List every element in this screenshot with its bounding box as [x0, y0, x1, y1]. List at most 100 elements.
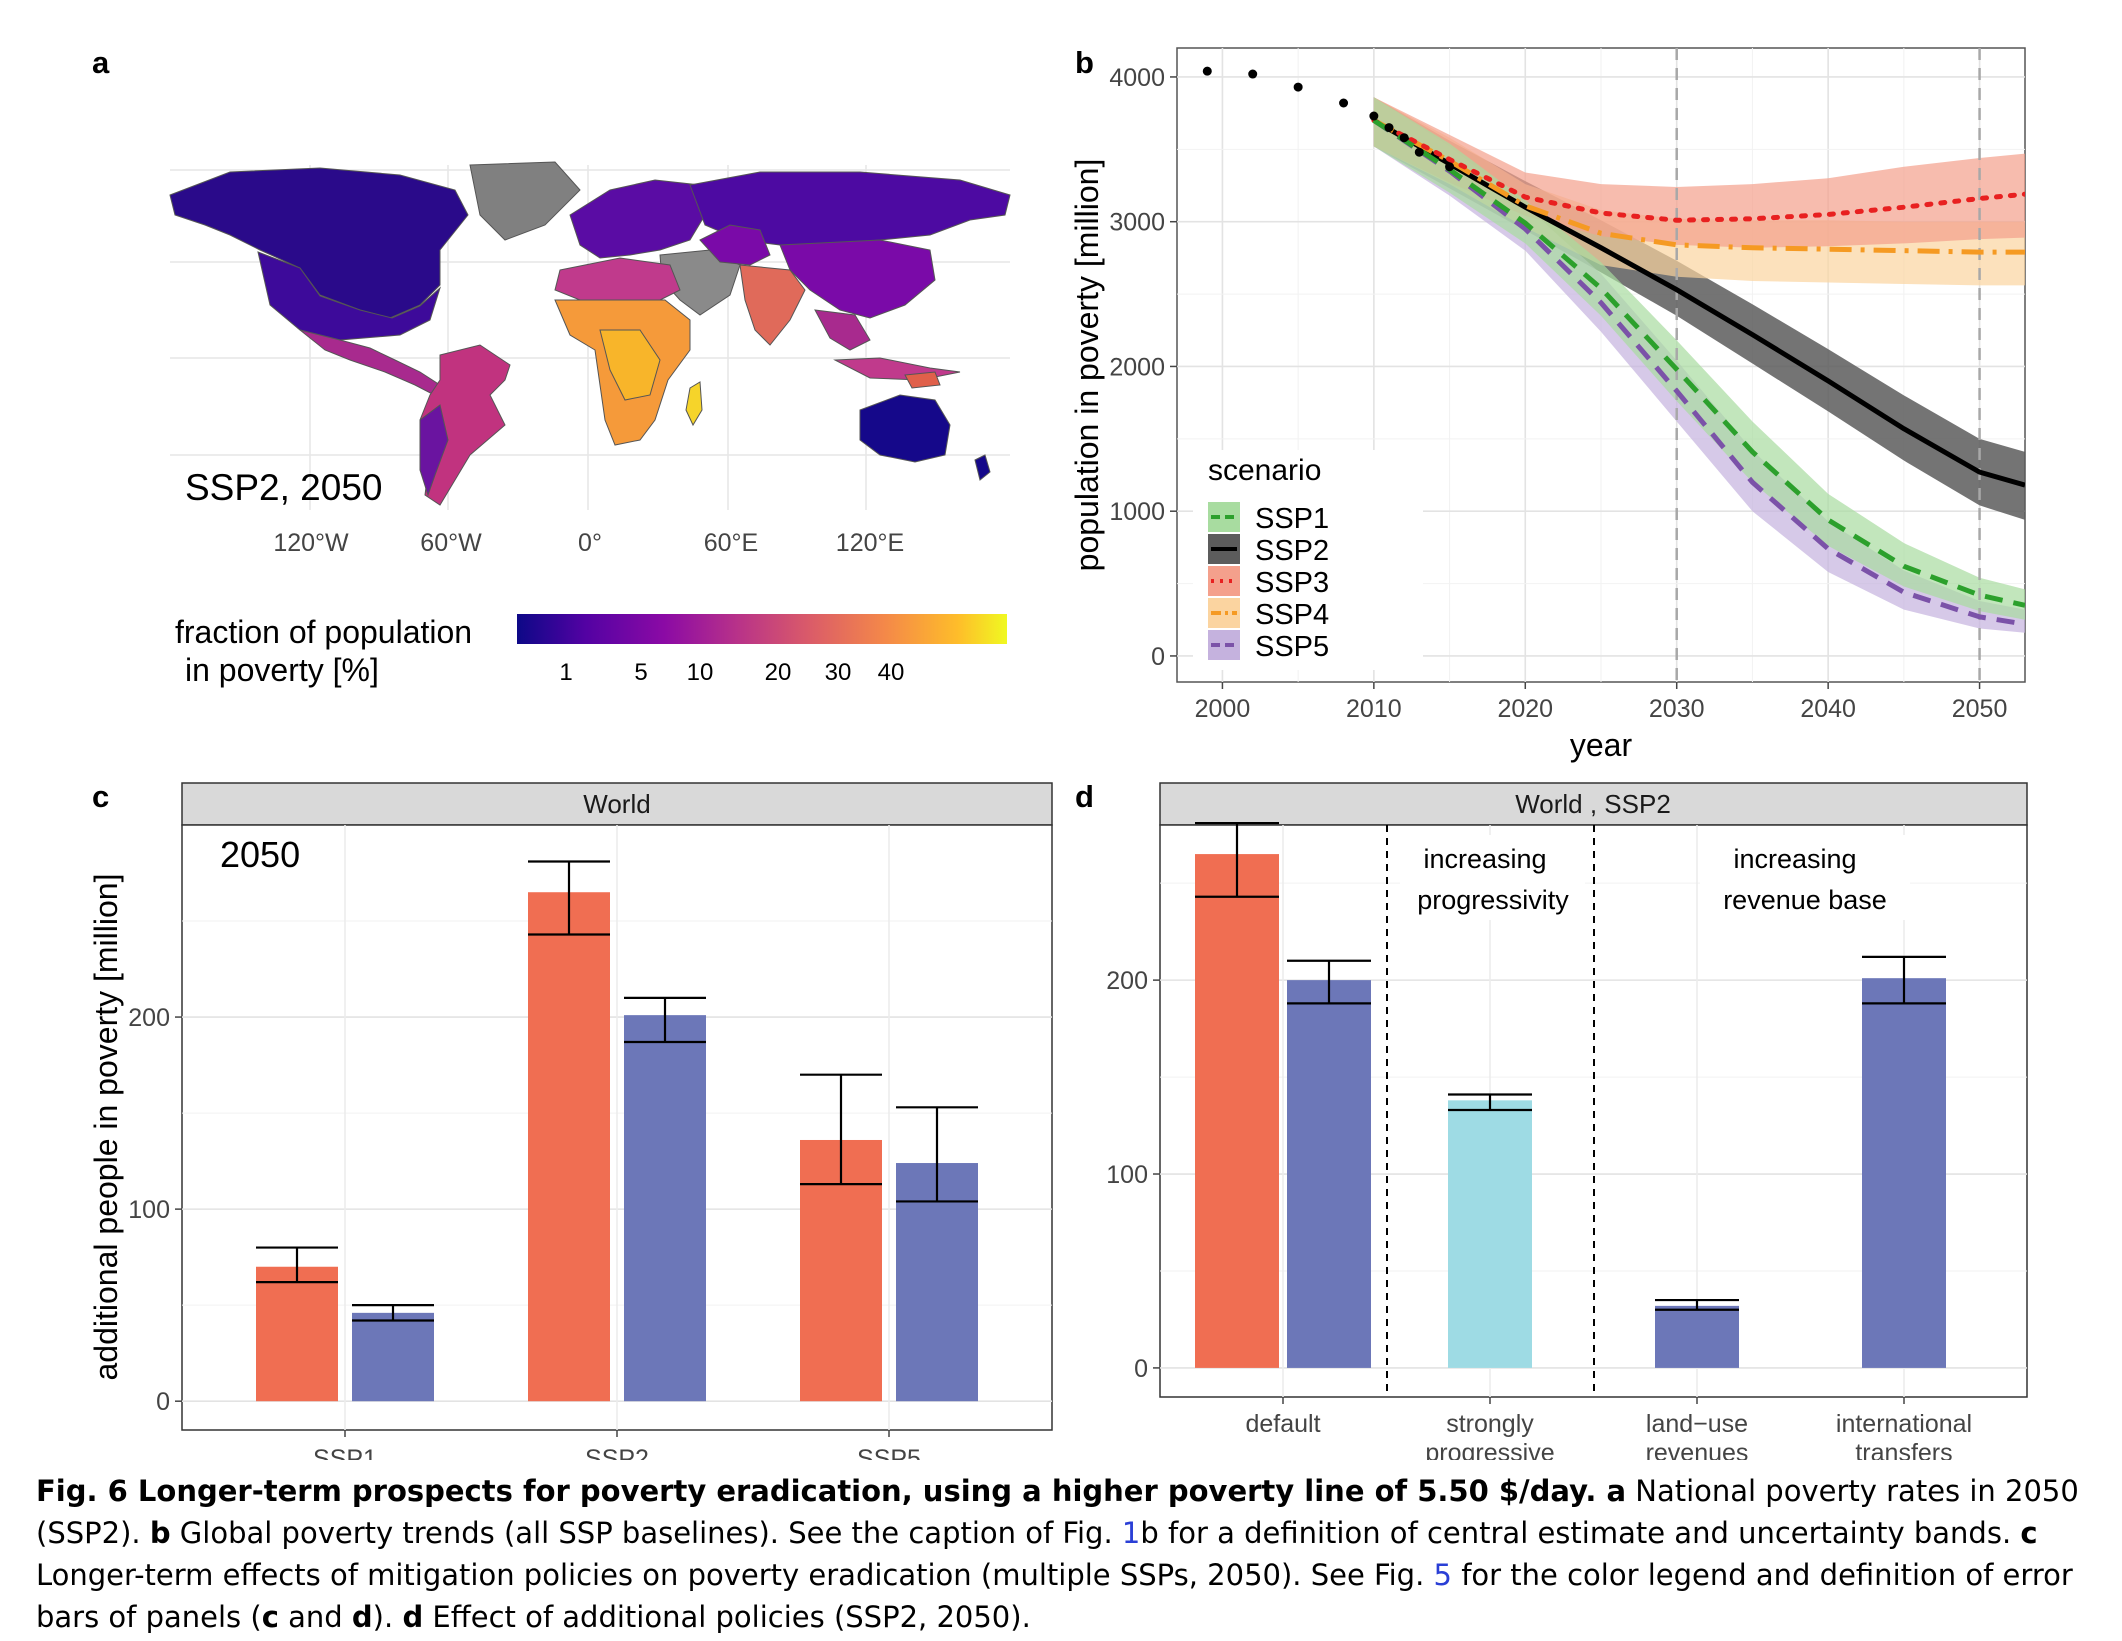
y-tick-label: 3000: [1109, 209, 1165, 237]
bar: [528, 892, 610, 1402]
lon-tick: 60°E: [704, 529, 758, 557]
x-tick-label: international: [1836, 1410, 1972, 1438]
colorbar-title-line2: in poverty [%]: [185, 652, 379, 688]
figure-canvas: a: [88, 45, 2028, 1460]
series-line-ssp1: [1372, 118, 2025, 608]
panel-d: d World , SSP2 increasing progressivity …: [1075, 779, 2028, 1460]
error-bar: [1862, 955, 1946, 1005]
caption-text: for the color legend and definition of e…: [36, 1558, 2073, 1634]
x-tick-label: 2040: [1800, 695, 1856, 723]
australia-shape: [859, 394, 951, 463]
panel-b: b 2000 2010 2020 2030 2040 2050 0 1000 2000 3000…: [1069, 45, 2026, 763]
y-axis-label-c: additional people in poverty [million]: [88, 874, 124, 1381]
y-tick-label: 2000: [1109, 353, 1165, 381]
colorbar-tick: 20: [765, 659, 792, 686]
y-tick-label: 200: [1106, 967, 1148, 995]
north-america-shape: [169, 167, 469, 319]
madagascar-shape: [685, 381, 703, 427]
colorbar-tick: 10: [687, 659, 714, 686]
europe-shape: [569, 179, 706, 259]
bar: [256, 1266, 338, 1402]
lon-tick: 0°: [578, 529, 602, 557]
y-tick-label: 0: [156, 1388, 170, 1416]
figure-caption: Fig. 6 Longer-term prospects for poverty…: [36, 1470, 2086, 1638]
north-africa-shape: [554, 257, 681, 301]
historical-point: [1248, 69, 1258, 79]
caption-letter: d: [402, 1600, 424, 1634]
indonesia-shape: [833, 357, 961, 381]
x-tick-label: transfers: [1855, 1439, 1952, 1460]
map-label: SSP2, 2050: [185, 467, 382, 508]
error-bar: [624, 996, 706, 1044]
error-bar: [256, 1246, 338, 1284]
caption-text: ).: [372, 1600, 403, 1634]
lon-tick: 120°E: [836, 529, 904, 557]
series-line-ssp2: [1372, 118, 2025, 488]
png-shape: [904, 371, 941, 389]
bar: [1287, 980, 1371, 1368]
caption-letter: c: [261, 1600, 279, 1634]
x-tick-label: SSP1: [313, 1445, 377, 1460]
section-label: revenue base: [1723, 885, 1887, 915]
section-label-bg: [1400, 835, 1585, 920]
y-tick-label: 200: [128, 1004, 170, 1032]
historical-point: [1369, 111, 1379, 121]
y-tick-labels-c: 0 100 200: [128, 1004, 182, 1416]
lon-tick: 120°W: [273, 529, 349, 557]
historical-point: [1445, 162, 1455, 172]
scenario-lines: [1371, 117, 2025, 627]
world-map: [169, 161, 1011, 510]
colorbar-title-line1: fraction of population: [175, 614, 472, 650]
new-zealand-shape: [974, 454, 991, 481]
panel-a: a: [92, 45, 1011, 688]
legend-label: SSP4: [1255, 599, 1329, 631]
south-america-shape: [419, 344, 511, 506]
panel-letter-d: d: [1075, 779, 1094, 814]
east-asia-shape: [779, 239, 936, 319]
facet-title-c: World: [583, 789, 650, 819]
section-label-bg: [1700, 835, 1910, 920]
legend-label: SSP2: [1255, 535, 1329, 567]
figure-reference-link[interactable]: 5: [1433, 1558, 1452, 1592]
section-label: increasing: [1733, 844, 1856, 874]
x-tick-label: 2050: [1952, 695, 2008, 723]
bar: [1655, 1305, 1739, 1368]
figure-reference-link[interactable]: 1: [1121, 1516, 1141, 1550]
southern-cone-shape: [419, 404, 449, 497]
error-bar: [1655, 1298, 1739, 1311]
y-tick-label: 4000: [1109, 64, 1165, 92]
central-america-shape: [299, 329, 457, 399]
legend-label: SSP5: [1255, 631, 1329, 663]
legend-title: scenario: [1208, 454, 1321, 487]
caption-text: Global poverty trends (all SSP baselines…: [170, 1516, 1122, 1550]
panel-c: c World 0 100 200 SSP1 SSP2 SSP5 2050 additi…: [88, 779, 1053, 1460]
caption-letter: c: [2020, 1516, 2038, 1550]
caption-title: Longer-term prospects for poverty eradic…: [137, 1474, 1597, 1508]
x-tick-label: 2010: [1346, 695, 1402, 723]
reference-lines: [1675, 48, 1981, 682]
x-tick-label: SSP5: [857, 1445, 921, 1460]
x-tick-label: 2030: [1649, 695, 1705, 723]
southeast-asia-shape: [814, 309, 871, 351]
series-line-ssp5: [1372, 118, 2025, 627]
colorbar-tick: 1: [559, 659, 572, 686]
facet-strip-c: [181, 782, 1053, 826]
historical-point: [1384, 123, 1394, 133]
lon-tick: 60°W: [420, 529, 482, 557]
x-tick-label: 2020: [1497, 695, 1553, 723]
error-bars-c: [256, 860, 978, 1322]
y-tick-labels-b: 0 1000 2000 3000 4000: [1109, 64, 1177, 671]
panel-letter-c: c: [92, 779, 109, 814]
bar: [352, 1312, 434, 1402]
bar: [1195, 854, 1279, 1368]
error-bar: [528, 860, 610, 936]
caption-text: Longer-term effects of mitigation polici…: [36, 1558, 1434, 1592]
error-bar: [1195, 821, 1279, 898]
x-tick-labels-b: 2000 2010 2020 2030 2040 2050: [1195, 682, 2008, 723]
y-tick-label: 100: [1106, 1161, 1148, 1189]
bar: [896, 1163, 978, 1402]
y-axis-label-b: population in poverty [million]: [1069, 159, 1105, 572]
historical-points: [1202, 66, 1455, 172]
x-tick-label: 2000: [1195, 695, 1251, 723]
